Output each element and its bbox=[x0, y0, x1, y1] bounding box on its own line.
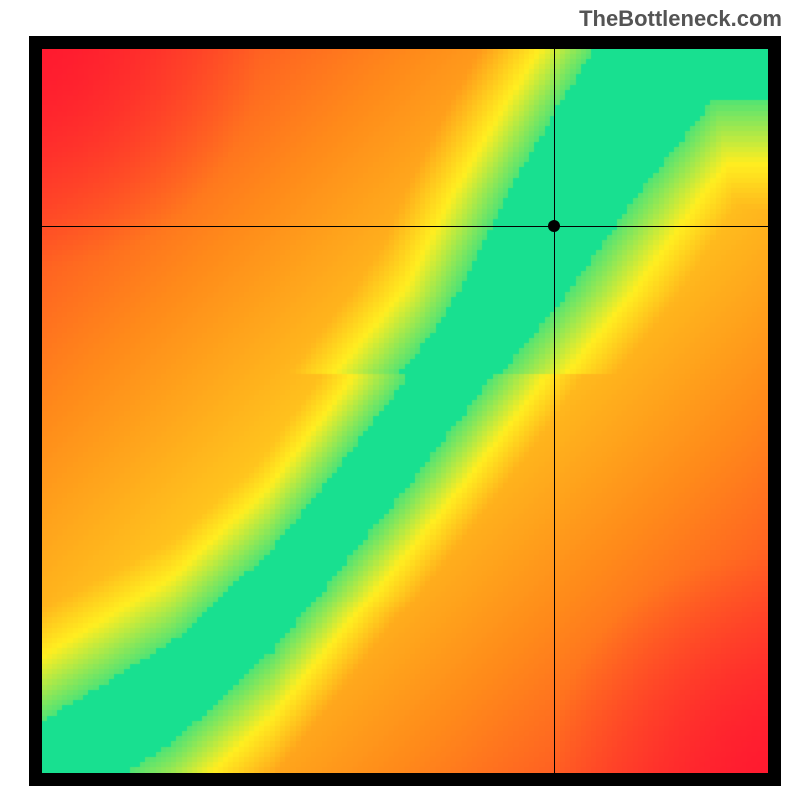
chart-container: TheBottleneck.com bbox=[0, 0, 800, 800]
attribution-text: TheBottleneck.com bbox=[579, 6, 782, 32]
intersection-dot bbox=[548, 220, 560, 232]
crosshair-horizontal bbox=[42, 226, 768, 227]
crosshair-vertical bbox=[554, 49, 555, 773]
chart-plot-area bbox=[42, 49, 768, 773]
heatmap-canvas bbox=[42, 49, 768, 773]
